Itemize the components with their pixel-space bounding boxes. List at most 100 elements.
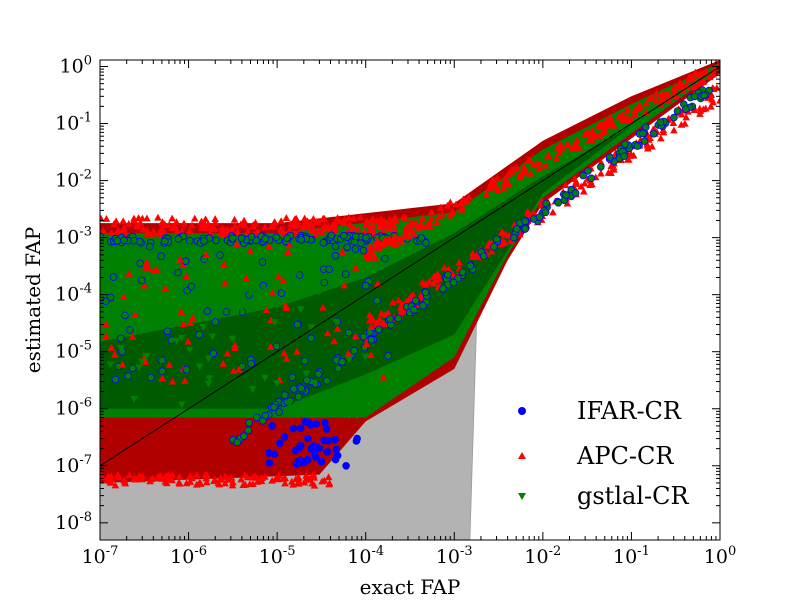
point-marker: [281, 260, 290, 268]
point-marker: [221, 479, 229, 487]
point-marker: [251, 472, 259, 479]
point-marker: [378, 216, 386, 224]
point-marker: [458, 268, 467, 277]
legend-marker-gstlal: [518, 493, 526, 500]
point-marker: [353, 434, 361, 443]
legend-label: gstlal-CR: [577, 482, 689, 510]
point-marker: [124, 372, 132, 380]
point-marker: [157, 252, 166, 261]
point-marker: [125, 471, 134, 479]
point-marker: [380, 319, 388, 327]
point-marker: [266, 343, 275, 350]
point-marker: [670, 84, 679, 91]
point-marker: [563, 199, 572, 207]
point-marker: [506, 237, 515, 245]
point-marker: [211, 318, 220, 326]
point-marker: [374, 325, 383, 334]
point-marker: [110, 315, 119, 323]
point-marker: [145, 242, 154, 251]
point-marker: [324, 473, 333, 481]
point-marker: [652, 97, 661, 105]
point-marker: [552, 154, 561, 162]
point-marker: [268, 421, 276, 430]
point-marker: [165, 220, 174, 228]
y-axis-label: estimated FAP: [21, 227, 45, 374]
point-marker: [411, 296, 420, 305]
point-marker: [201, 471, 210, 478]
point-marker: [669, 119, 678, 126]
point-marker: [248, 385, 257, 393]
point-marker: [245, 418, 253, 427]
point-marker: [705, 73, 714, 80]
point-marker: [549, 208, 557, 216]
point-marker: [572, 177, 580, 185]
point-marker: [321, 419, 329, 427]
point-marker: [137, 358, 146, 366]
y-tick-label: 10-8: [55, 510, 92, 534]
point-marker: [664, 96, 673, 104]
point-marker: [353, 412, 361, 420]
point-marker: [573, 136, 581, 144]
point-marker: [240, 471, 249, 479]
point-marker: [219, 359, 227, 367]
point-marker: [140, 281, 149, 289]
point-marker: [293, 347, 301, 355]
point-marker: [390, 213, 399, 221]
point-marker: [640, 137, 649, 145]
x-tick-label: 100: [704, 544, 736, 568]
point-marker: [161, 237, 169, 246]
point-marker: [327, 231, 336, 240]
point-marker: [320, 214, 328, 222]
point-marker: [176, 255, 184, 263]
point-marker: [323, 448, 332, 456]
point-marker: [331, 252, 340, 260]
point-marker: [270, 450, 279, 458]
point-marker: [529, 208, 538, 216]
point-marker: [401, 228, 410, 236]
point-marker: [631, 106, 639, 114]
point-marker: [297, 236, 306, 244]
point-marker: [607, 169, 615, 176]
legend-marker-ifar: [518, 407, 526, 415]
point-marker: [444, 270, 452, 279]
point-marker: [117, 334, 125, 343]
point-marker: [319, 239, 328, 247]
point-marker: [179, 320, 188, 328]
point-marker: [596, 163, 605, 171]
y-tick-label: 10-5: [55, 339, 92, 363]
point-marker: [126, 326, 134, 334]
point-marker: [300, 357, 309, 365]
point-marker: [673, 107, 682, 115]
point-marker: [102, 332, 110, 340]
point-marker: [410, 306, 418, 314]
point-marker: [425, 277, 434, 285]
point-marker: [521, 217, 529, 226]
point-marker: [312, 218, 321, 225]
point-marker: [322, 376, 331, 385]
point-marker: [237, 234, 246, 243]
point-marker: [384, 351, 393, 360]
point-marker: [252, 413, 261, 422]
point-marker: [355, 380, 364, 388]
point-marker: [310, 481, 319, 489]
point-marker: [368, 215, 376, 223]
point-marker: [320, 278, 329, 287]
point-marker: [117, 279, 126, 287]
point-marker: [138, 472, 147, 480]
point-marker: [649, 130, 658, 138]
point-marker: [381, 254, 389, 263]
point-marker: [500, 181, 508, 188]
point-marker: [125, 309, 134, 317]
point-marker: [303, 434, 312, 443]
point-marker: [295, 271, 304, 279]
point-marker: [174, 268, 182, 277]
point-marker: [331, 455, 340, 464]
point-marker: [520, 162, 528, 170]
point-marker: [158, 367, 167, 376]
point-marker: [114, 473, 123, 481]
point-marker: [362, 234, 370, 242]
point-marker: [106, 361, 115, 369]
point-marker: [700, 91, 708, 100]
point-marker: [682, 113, 690, 121]
point-marker: [143, 214, 151, 222]
